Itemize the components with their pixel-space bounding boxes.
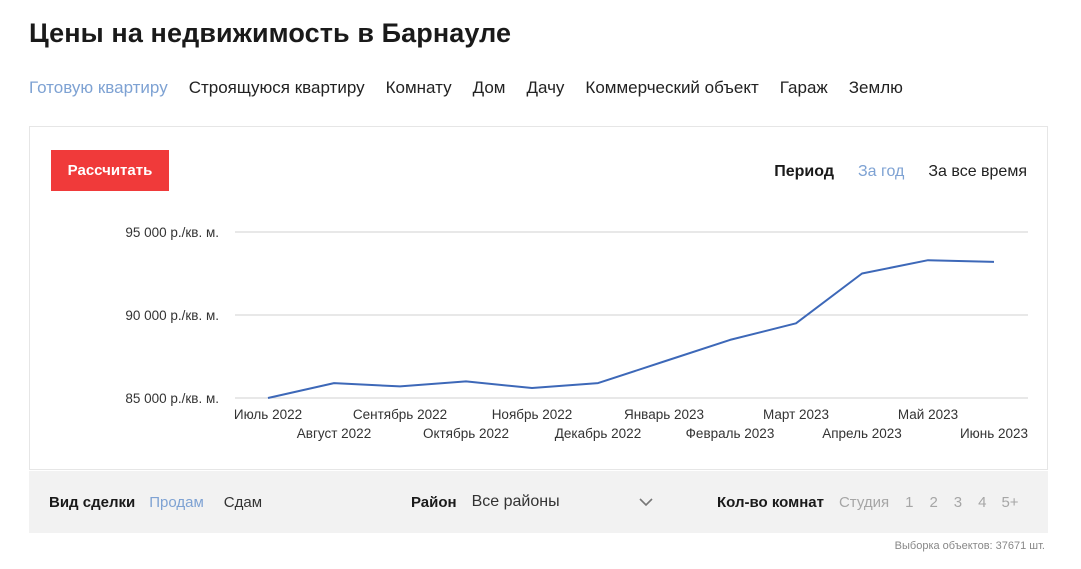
rooms-option-5plus[interactable]: 5+	[1001, 493, 1019, 511]
property-type-tabs: Готовую квартиру Строящуюся квартиру Ком…	[29, 78, 903, 98]
x-tick-label: Январь 2023	[624, 407, 704, 422]
x-tick-label: Октябрь 2022	[423, 426, 509, 441]
chart-card: 85 000 р./кв. м. 90 000 р./кв. м. 95 000 р…	[29, 126, 1048, 470]
x-tick-label: Июнь 2023	[960, 426, 1028, 441]
calculate-button[interactable]: Рассчитать	[51, 150, 169, 191]
tab-ready-apartment[interactable]: Готовую квартиру	[29, 78, 168, 97]
x-tick-label: Февраль 2023	[686, 426, 775, 441]
rooms-filter: Кол-во комнат Студия 1 2 3 4 5+	[717, 471, 1019, 533]
district-select[interactable]: Все районы	[472, 493, 654, 511]
period-selector: Период За год За все время	[774, 163, 1027, 181]
deal-option-rent[interactable]: Сдам	[223, 493, 263, 511]
x-tick-label: Май 2023	[898, 407, 958, 422]
period-option-year[interactable]: За год	[857, 163, 905, 180]
x-tick-label: Ноябрь 2022	[492, 407, 573, 422]
x-tick-label: Декабрь 2022	[555, 426, 641, 441]
x-tick-label: Август 2022	[297, 426, 371, 441]
x-tick-label: Июль 2022	[234, 407, 302, 422]
rooms-option-studio[interactable]: Студия	[838, 493, 890, 511]
rooms-option-3[interactable]: 3	[953, 493, 963, 511]
tab-house[interactable]: Дом	[472, 78, 506, 97]
district-label: Район	[411, 493, 457, 511]
sample-size-note: Выборка объектов: 37671 шт.	[894, 540, 1045, 552]
tab-dacha[interactable]: Дачу	[526, 78, 565, 97]
x-tick-label: Апрель 2023	[822, 426, 902, 441]
deal-option-sell[interactable]: Продам	[149, 493, 204, 511]
deal-type-label: Вид сделки	[49, 493, 136, 511]
district-value: Все районы	[471, 493, 560, 510]
page-title: Цены на недвижимость в Барнауле	[29, 18, 512, 48]
rooms-option-4[interactable]: 4	[978, 493, 987, 511]
rooms-option-2[interactable]: 2	[929, 493, 938, 511]
filters-bar: Вид сделки Продам Сдам Район Все районы …	[29, 471, 1048, 533]
tab-room[interactable]: Комнату	[385, 78, 452, 97]
period-option-all-time[interactable]: За все время	[928, 163, 1027, 180]
rooms-option-1[interactable]: 1	[905, 493, 914, 511]
period-label: Период	[774, 163, 834, 180]
tab-new-building[interactable]: Строящуюся квартиру	[188, 78, 365, 97]
chevron-down-icon	[639, 498, 653, 507]
tab-commercial[interactable]: Коммерческий объект	[585, 78, 759, 97]
price-chart: 85 000 р./кв. м. 90 000 р./кв. м. 95 000 р…	[125, 225, 1028, 441]
rooms-label: Кол-во комнат	[717, 493, 824, 511]
district-filter: Район Все районы	[411, 471, 654, 533]
tab-land[interactable]: Землю	[848, 78, 903, 97]
y-tick-label: 85 000 р./кв. м.	[125, 391, 219, 406]
series-line	[267, 259, 995, 399]
tab-garage[interactable]: Гараж	[779, 78, 828, 97]
x-tick-label: Март 2023	[763, 407, 829, 422]
x-tick-label: Сентябрь 2022	[353, 407, 447, 422]
deal-type-filter: Вид сделки Продам Сдам	[49, 471, 262, 533]
y-tick-label: 95 000 р./кв. м.	[125, 225, 219, 240]
y-tick-label: 90 000 р./кв. м.	[125, 308, 219, 323]
